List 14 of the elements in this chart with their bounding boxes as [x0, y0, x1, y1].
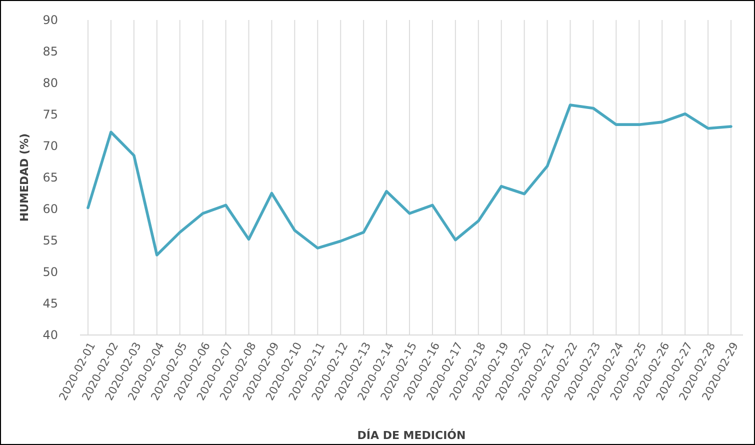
y-tick-label: 50 — [42, 265, 58, 280]
y-tick-label: 45 — [42, 296, 58, 311]
y-tick-label: 70 — [42, 139, 58, 154]
y-tick-label: 90 — [42, 13, 58, 28]
y-tick-label: 60 — [42, 202, 58, 216]
y-tick-label: 40 — [42, 328, 58, 342]
y-tick-label: 80 — [42, 76, 58, 90]
y-axis-title: HUMEDAD (%) — [18, 133, 31, 222]
line-series — [86, 104, 732, 256]
y-tick-label: 65 — [42, 170, 58, 185]
y-tick-label: 85 — [42, 44, 58, 59]
y-tick-label: 75 — [42, 108, 58, 122]
y-tick-label: 55 — [42, 234, 58, 248]
x-axis-title: DÍA DE MEDICIÓN — [357, 428, 466, 442]
